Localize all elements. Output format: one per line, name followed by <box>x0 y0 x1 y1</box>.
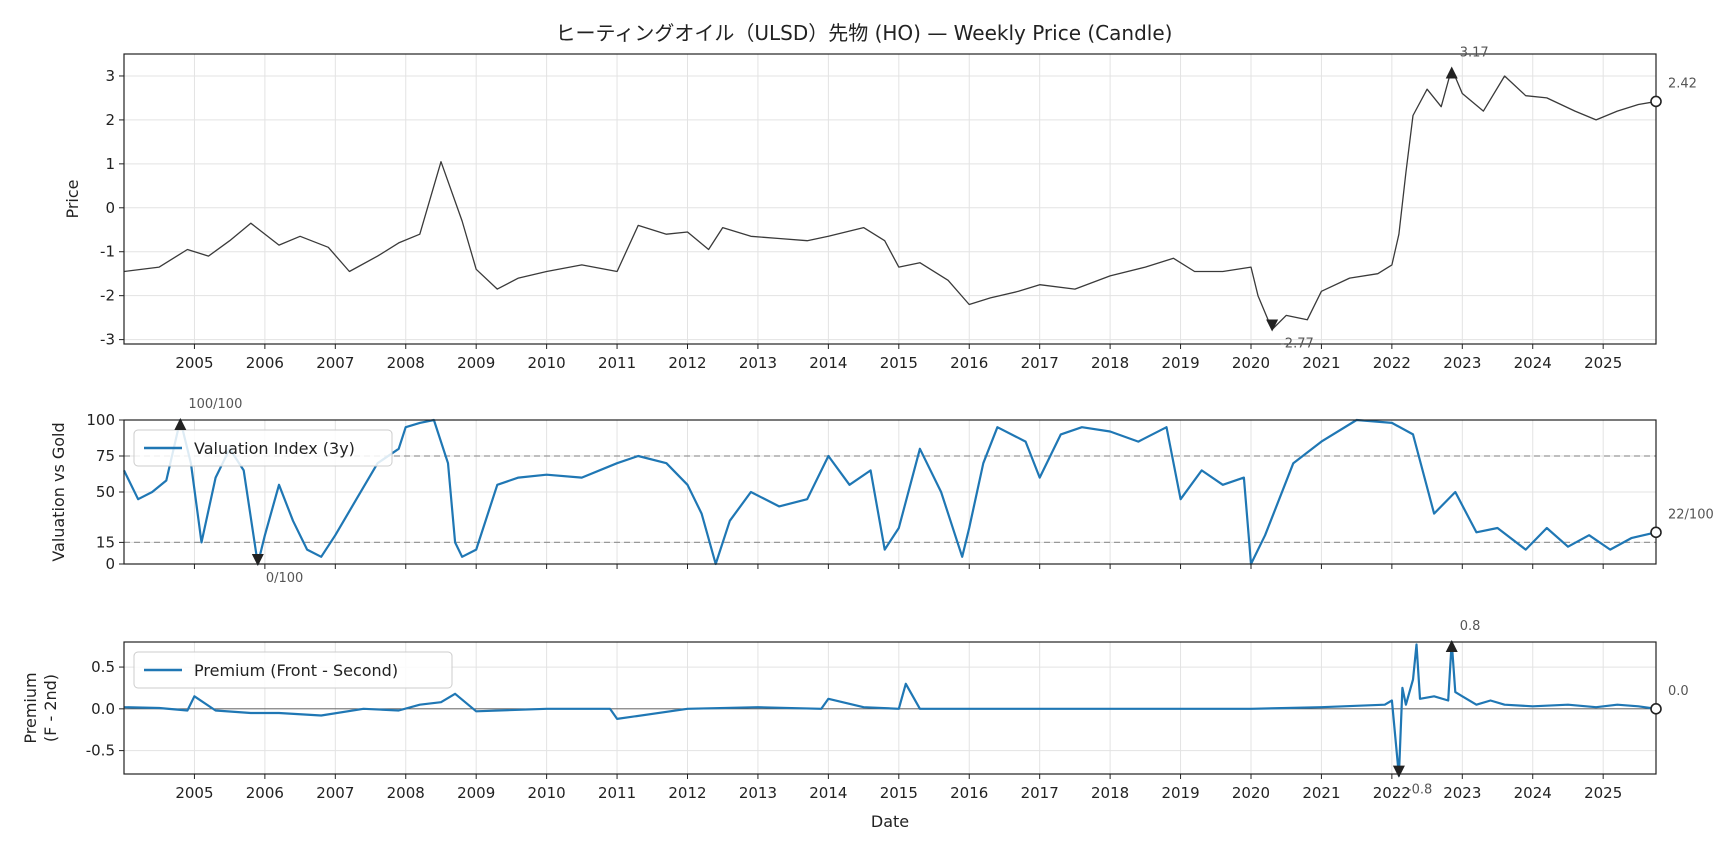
x-tick-label: 2020 <box>1232 354 1270 372</box>
x-tick-label: 2015 <box>880 354 918 372</box>
legend: Valuation Index (3y) <box>133 429 393 467</box>
y-tick-label: -2 <box>100 287 115 305</box>
min-annotation: 0/100 <box>266 571 303 586</box>
y-axis-label: (F - 2nd) <box>41 674 60 742</box>
last-annotation: 2.42 <box>1668 76 1697 91</box>
x-tick-label: 2006 <box>246 354 284 372</box>
x-tick-label: 2009 <box>457 784 495 802</box>
y-tick-label: -1 <box>100 243 115 261</box>
x-tick-label: 2016 <box>950 784 988 802</box>
x-tick-label: 2021 <box>1302 354 1340 372</box>
x-tick-label: 2010 <box>528 354 566 372</box>
last-marker <box>1650 526 1662 539</box>
x-tick-label: 2015 <box>880 784 918 802</box>
x-tick-label: 2024 <box>1514 784 1552 802</box>
y-tick-label: 2 <box>105 111 115 129</box>
y-tick-label: 0.5 <box>91 658 115 676</box>
max-annotation: 0.8 <box>1460 619 1481 634</box>
x-tick-label: 2007 <box>316 784 354 802</box>
y-tick-label: 75 <box>96 447 115 465</box>
x-tick-label: 2017 <box>1021 354 1059 372</box>
x-tick-label: 2011 <box>598 784 636 802</box>
series-line <box>123 67 1657 331</box>
x-tick-label: 2018 <box>1091 354 1129 372</box>
chart-title: ヒーティングオイル（ULSD）先物 (HO) — Weekly Price (C… <box>556 21 1173 45</box>
legend-label: Premium (Front - Second) <box>194 661 398 680</box>
y-axis-label: Valuation vs Gold <box>49 422 68 561</box>
min-marker <box>1266 319 1279 332</box>
valuation-panel: 0 15 50 75 100 Valuation vs Gold Valuation Ind… <box>49 397 1714 586</box>
x-axis-label: Date <box>871 812 909 831</box>
legend-box <box>133 429 393 467</box>
y-tick-label: 0 <box>105 555 115 573</box>
x-tick-label: 2022 <box>1373 354 1411 372</box>
x-tick-label: 2005 <box>175 354 213 372</box>
x-tick-label: 2014 <box>809 354 847 372</box>
x-tick-label: 2013 <box>739 354 777 372</box>
y-tick-label: -3 <box>100 331 115 349</box>
max-marker <box>1445 66 1458 79</box>
x-tick-label: 2019 <box>1161 784 1199 802</box>
max-annotation: 100/100 <box>188 397 242 412</box>
x-tick-label: 2019 <box>1161 354 1199 372</box>
legend-label: Valuation Index (3y) <box>194 439 355 458</box>
last-annotation: 22/100 <box>1668 507 1714 522</box>
x-tick-label: 2008 <box>387 784 425 802</box>
max-annotation: 3.17 <box>1460 46 1489 61</box>
x-tick-label: 2016 <box>950 354 988 372</box>
series-line <box>123 418 1657 566</box>
y-tick-label: 0.0 <box>91 700 115 718</box>
x-tick-label: 2011 <box>598 354 636 372</box>
plot-frame <box>123 53 1657 345</box>
y-tick-label: 15 <box>96 533 115 551</box>
min-annotation: -2.77 <box>1280 337 1314 352</box>
max-marker <box>1445 640 1458 652</box>
y-tick-label: 100 <box>86 411 115 429</box>
x-tick-label: 2024 <box>1514 354 1552 372</box>
min-annotation: -0.8 <box>1407 783 1432 798</box>
x-tick-label: 2012 <box>668 354 706 372</box>
x-tick-label: 2025 <box>1584 354 1622 372</box>
x-tick-label: 2014 <box>809 784 847 802</box>
legend-box <box>133 651 453 689</box>
x-tick-label: 2023 <box>1443 354 1481 372</box>
x-tick-label: 2018 <box>1091 784 1129 802</box>
x-tick-label: 2005 <box>175 784 213 802</box>
last-marker <box>1650 703 1662 715</box>
x-tick-label: 2007 <box>316 354 354 372</box>
last-annotation: 0.0 <box>1668 684 1689 699</box>
y-axis-label: Price <box>63 179 82 218</box>
price-panel: -3 -2 -1 0 1 2 3 2005 2006 2007 2008 2009 2010 2011 20… <box>63 46 1697 373</box>
y-tick-label: 1 <box>105 155 115 173</box>
x-tick-label: 2023 <box>1443 784 1481 802</box>
min-marker <box>1392 765 1405 778</box>
y-tick-label: 50 <box>96 483 115 501</box>
y-tick-label: 0 <box>105 199 115 217</box>
y-tick-label: -0.5 <box>86 742 115 760</box>
x-tick-label: 2008 <box>387 354 425 372</box>
min-marker <box>251 554 264 566</box>
x-tick-label: 2025 <box>1584 784 1622 802</box>
x-tick-label: 2010 <box>528 784 566 802</box>
x-tick-label: 2022 <box>1373 784 1411 802</box>
y-axis-label: Premium <box>21 672 40 743</box>
premium-panel: -0.5 0.0 0.5 2005 2006 2007 2008 2009 2010 2011 20… <box>21 619 1689 831</box>
x-tick-label: 2020 <box>1232 784 1270 802</box>
last-marker <box>1650 95 1662 108</box>
max-marker <box>174 418 187 430</box>
x-tick-label: 2013 <box>739 784 777 802</box>
x-tick-label: 2006 <box>246 784 284 802</box>
series-line <box>123 640 1657 777</box>
x-tick-label: 2021 <box>1302 784 1340 802</box>
legend: Premium (Front - Second) <box>133 651 453 689</box>
x-tick-label: 2009 <box>457 354 495 372</box>
x-tick-label: 2017 <box>1021 784 1059 802</box>
y-tick-label: 3 <box>105 67 115 85</box>
x-tick-label: 2012 <box>668 784 706 802</box>
